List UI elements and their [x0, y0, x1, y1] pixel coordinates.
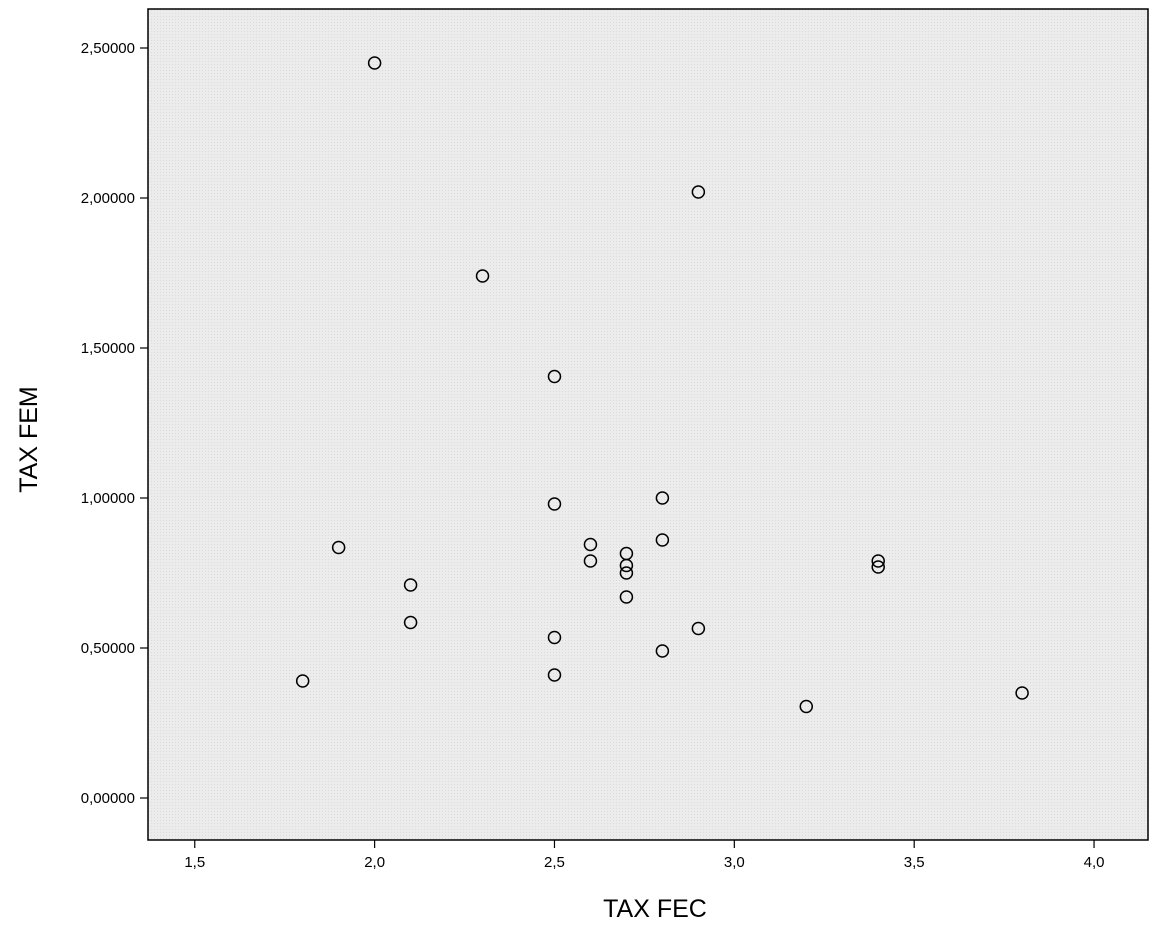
x-tick-label: 2,0 [364, 854, 385, 871]
data-point [655, 533, 670, 547]
x-tick-label: 2,5 [544, 854, 565, 871]
data-point [403, 615, 418, 630]
data-point [331, 540, 346, 555]
data-points [295, 56, 1029, 714]
data-point [871, 560, 885, 574]
data-point [871, 554, 885, 568]
data-point [547, 369, 562, 384]
data-point [691, 621, 706, 636]
data-point [691, 185, 706, 199]
y-tick-label: 0,00000 [81, 790, 135, 807]
y-axis: 0,00000 0,50000 1,00000 1,50000 2,00000 2,500… [81, 40, 148, 807]
data-point [1015, 686, 1029, 700]
y-tick-label: 1,50000 [81, 340, 135, 357]
plot-area [147, 8, 1149, 841]
x-tick-label: 4,0 [1084, 854, 1105, 871]
data-point [547, 668, 562, 682]
data-point [547, 630, 562, 645]
x-axis-title: TAX FEC [603, 895, 707, 923]
data-point [619, 558, 634, 573]
y-tick-label: 1,00000 [81, 490, 135, 507]
data-point [799, 699, 814, 714]
data-point [583, 537, 598, 552]
x-tick-label: 3,5 [904, 854, 925, 871]
y-tick-label: 2,50000 [81, 40, 135, 57]
data-point [655, 644, 670, 658]
data-point [547, 497, 562, 511]
data-point [619, 566, 634, 580]
data-point [295, 674, 310, 688]
data-point [475, 269, 490, 283]
data-point [367, 56, 382, 70]
data-point [403, 578, 418, 592]
y-axis-title: TAX FEM [15, 386, 43, 492]
data-point [619, 590, 634, 604]
y-tick-label: 0,50000 [81, 640, 135, 657]
data-point [583, 554, 598, 568]
x-tick-label: 3,0 [724, 854, 745, 871]
x-axis: 1,5 2,0 2,5 3,0 3,5 4,0 [184, 840, 1104, 871]
x-tick-label: 1,5 [184, 854, 205, 871]
data-point [655, 491, 670, 505]
y-tick-label: 2,00000 [81, 190, 135, 207]
